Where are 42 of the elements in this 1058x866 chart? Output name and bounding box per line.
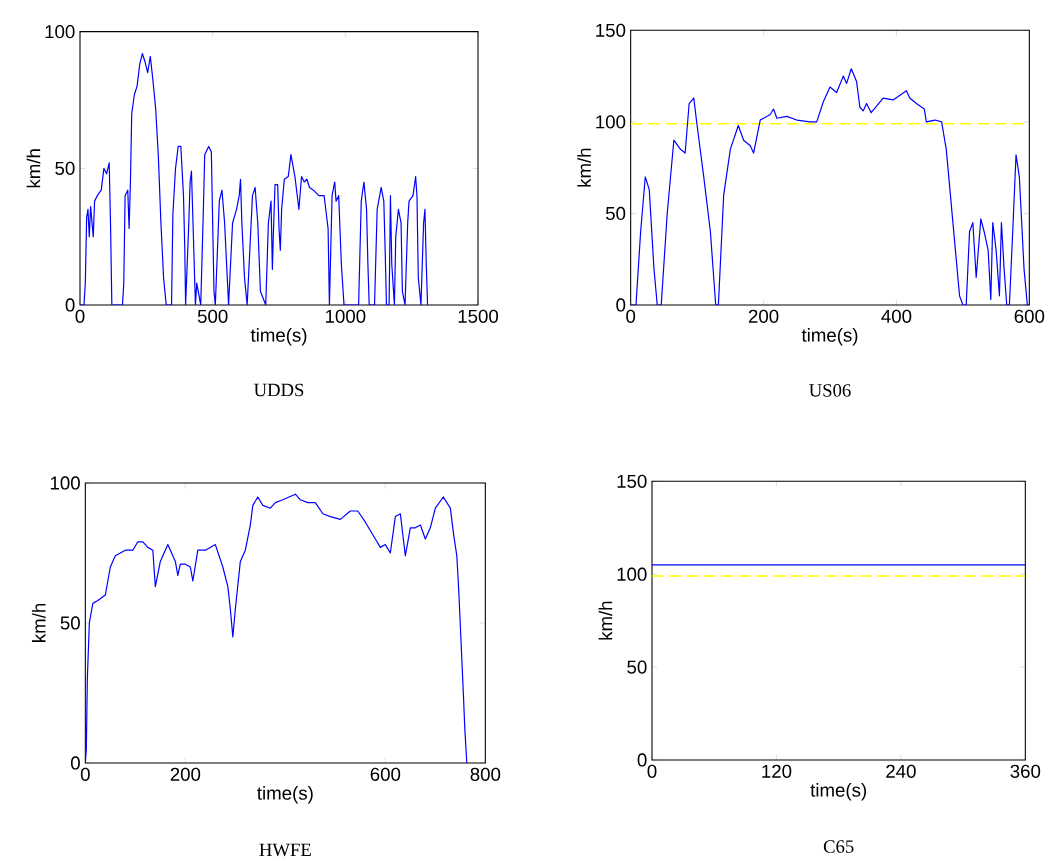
x-tick-label: 0: [80, 767, 90, 781]
x-tick-label: 500: [197, 309, 228, 323]
y-axis-title: km/h: [577, 148, 591, 187]
y-axis-title: km/h: [598, 601, 613, 640]
x-tick-label: 1000: [325, 309, 366, 323]
x-tick-label: 800: [470, 767, 501, 781]
x-tick-label: 360: [1010, 764, 1041, 778]
x-axis-title: time(s): [810, 783, 867, 801]
y-tick-label: 50: [627, 660, 647, 674]
x-tick-label: 120: [762, 764, 792, 778]
x-tick-label: 400: [881, 309, 912, 323]
x-tick-label: 200: [170, 767, 201, 781]
x-axis-title: time(s): [257, 786, 313, 804]
y-tick-label: 150: [596, 23, 626, 37]
x-tick-label: 600: [1014, 309, 1045, 323]
x-tick-label: 1500: [458, 309, 499, 323]
x-tick-label: 0: [647, 764, 657, 778]
text: UDDS: [253, 383, 304, 397]
x-axis-title: time(s): [250, 328, 307, 346]
y-tick-label: 100: [596, 115, 626, 129]
y-tick-label: 0: [616, 298, 626, 312]
y-tick-label: 100: [617, 567, 647, 581]
line-series: [80, 52, 429, 305]
text: C65: [823, 840, 854, 853]
y-tick-label: 150: [617, 474, 647, 488]
x-tick-label: 200: [748, 309, 779, 323]
y-tick-label: 100: [45, 25, 75, 39]
y-tick-label: 50: [605, 206, 626, 221]
y-axis-title: km/h: [26, 149, 41, 188]
y-tick-label: 50: [55, 161, 75, 175]
y-axis-title: km/h: [31, 603, 46, 642]
y-tick-label: 0: [65, 298, 75, 312]
y-tick-label: 0: [637, 753, 647, 767]
x-tick-label: 600: [370, 767, 401, 781]
x-tick-label: 240: [886, 764, 916, 778]
y-tick-label: 50: [60, 616, 80, 630]
text: US06: [809, 384, 851, 397]
y-tick-label: 100: [50, 476, 80, 490]
line-series: [630, 68, 1030, 305]
line-series: [85, 493, 468, 763]
text: HWFE: [259, 843, 311, 857]
x-axis-title: time(s): [801, 328, 858, 346]
